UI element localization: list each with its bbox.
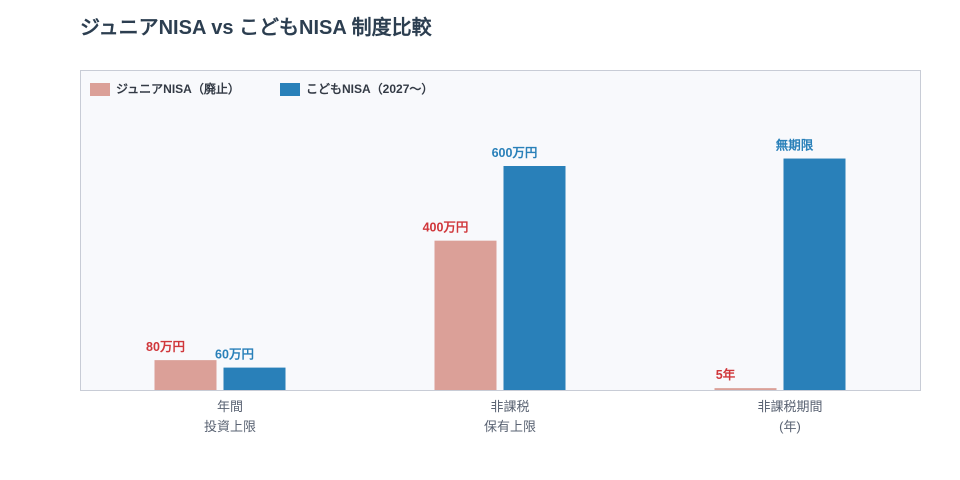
legend-item-kodomo-nisa: こどもNISA（2027〜） — [280, 82, 433, 96]
category-label-annual-investment-limit: 年間投資上限 — [204, 399, 256, 434]
plot-area: ジュニアNISA（廃止） こどもNISA（2027〜） — [80, 70, 921, 391]
legend-label-kodomo-nisa: こどもNISA（2027〜） — [306, 82, 434, 96]
legend-swatch-junior-nisa — [90, 82, 110, 96]
legend-swatch-kodomo-nisa — [280, 82, 300, 96]
chart-title: ジュニアNISA vs こどもNISA 制度比較 — [80, 17, 432, 39]
category-label-tax-free-holding-limit: 非課税保有上限 — [484, 399, 536, 434]
legend-label-junior-nisa: ジュニアNISA（廃止） — [116, 82, 240, 96]
category-label-tax-free-period: 非課税期間(年) — [757, 399, 822, 434]
legend-item-junior-nisa: ジュニアNISA（廃止） — [90, 82, 240, 96]
